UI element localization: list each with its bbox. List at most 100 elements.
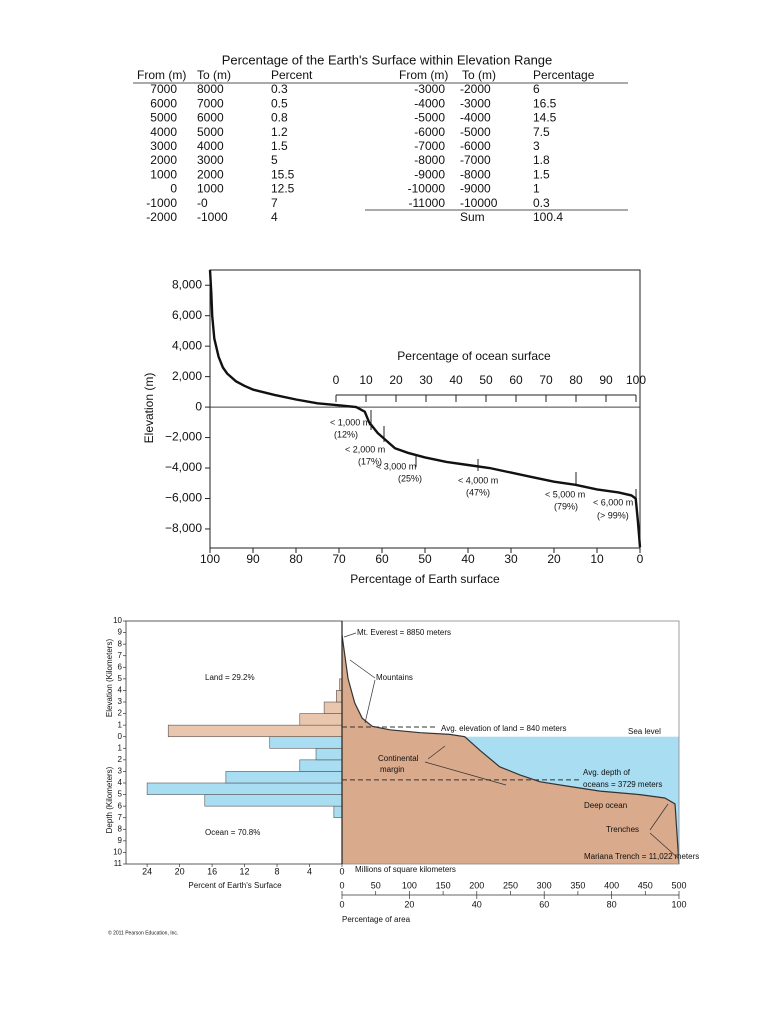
credit: © 2011 Pearson Education, Inc. xyxy=(108,929,178,936)
annotation: < 6,000 m xyxy=(593,497,633,507)
annotation: Land = 29.2% xyxy=(205,673,255,682)
area-outline xyxy=(341,634,680,865)
y-tick-label: 0 xyxy=(118,732,123,741)
annotation: margin xyxy=(380,765,404,774)
table-cell: 7000 xyxy=(197,96,224,110)
y-tick-label: 7 xyxy=(118,651,123,660)
table-cell: 2000 xyxy=(197,167,224,181)
column-header: To (m) xyxy=(197,68,231,82)
y-tick-label: −2,000 xyxy=(165,430,202,444)
table-cell: -7000 xyxy=(460,153,491,167)
annotation: Mountains xyxy=(376,673,413,682)
annotation: < 1,000 m xyxy=(330,417,370,427)
sum-cell: 100.4 xyxy=(533,210,563,224)
annotation: Mariana Trench = 11,022 meters xyxy=(584,852,699,861)
x-tick-label: 10 xyxy=(590,552,604,566)
y-tick-label: 7 xyxy=(118,813,123,822)
y-tick-label: 2,000 xyxy=(172,369,202,383)
y-tick-label: 11 xyxy=(114,859,123,868)
table-cell: -10000 xyxy=(460,196,498,210)
x-tick-label: 450 xyxy=(638,880,653,890)
y-tick-label: 3 xyxy=(118,697,123,706)
y-axis-label: Elevation (m) xyxy=(142,373,156,444)
y-tick-label: 8,000 xyxy=(172,277,202,291)
x-tick-label: 50 xyxy=(418,552,432,566)
annotation: Sea level xyxy=(628,727,661,736)
y-tick-label: 9 xyxy=(118,836,123,845)
annotation: < 3,000 m xyxy=(376,461,416,471)
y-tick-label: 6 xyxy=(118,662,123,671)
table-cell: -8000 xyxy=(414,153,445,167)
x-tick-label: 70 xyxy=(332,552,346,566)
x-tick-label: 16 xyxy=(207,866,217,876)
x-tick-label: 12 xyxy=(240,866,250,876)
y-axis-label: Elevation (Kilometers) xyxy=(105,639,114,718)
table-cell: 4000 xyxy=(150,125,177,139)
x2-axis-label: Percentage of ocean surface xyxy=(397,349,551,363)
x-tick-label: 250 xyxy=(503,880,518,890)
y-tick-label: 6 xyxy=(118,801,123,810)
annotation-leaders xyxy=(370,410,637,501)
leader-line xyxy=(424,761,507,786)
x-tick-label: 50 xyxy=(371,880,381,890)
y-tick-label: 0 xyxy=(195,399,202,413)
table-cell: 7000 xyxy=(150,82,177,96)
table-cell: 3000 xyxy=(197,153,224,167)
table-cell: -3000 xyxy=(414,82,445,96)
y-tick-label: 5 xyxy=(118,790,123,799)
histogram-bar xyxy=(299,713,343,726)
y-tick-label: 6,000 xyxy=(172,308,202,322)
table-cell: -6000 xyxy=(414,125,445,139)
x-tick-label: 24 xyxy=(142,866,152,876)
y-tick-label: 8 xyxy=(118,639,123,648)
y-tick-label: 1 xyxy=(118,743,123,752)
x-tick-label: 400 xyxy=(604,880,619,890)
annotation: Avg. depth of xyxy=(583,768,631,777)
x2-tick-label: 50 xyxy=(479,373,493,387)
table-cell: 5000 xyxy=(150,111,177,125)
x2-tick-label: 70 xyxy=(539,373,553,387)
area-fill xyxy=(342,634,679,864)
x2-axis-label: Percentage of area xyxy=(342,915,411,924)
annotation-note: (17%) xyxy=(358,456,382,466)
annotation: Continental xyxy=(378,754,419,763)
table-title: Percentage of the Earth's Surface within… xyxy=(222,52,553,67)
sum-cell: Sum xyxy=(460,210,485,224)
histogram-bar xyxy=(323,701,343,714)
x2-tick-label: 0 xyxy=(333,373,340,387)
x-tick-label: 100 xyxy=(200,552,220,566)
leader-line xyxy=(427,745,446,760)
table-cell: 7 xyxy=(271,196,278,210)
x2-tick-label: 60 xyxy=(509,373,523,387)
table-cell: 1 xyxy=(533,182,540,196)
table-cell: -6000 xyxy=(460,139,491,153)
annotation: Ocean = 70.8% xyxy=(205,828,260,837)
table-cell: 7.5 xyxy=(533,125,550,139)
x2-tick-label: 20 xyxy=(404,899,414,909)
histogram-bar xyxy=(269,736,343,749)
y-tick-label: 4 xyxy=(118,778,123,787)
sky xyxy=(342,621,679,737)
x-tick-label: 0 xyxy=(339,866,344,876)
x-tick-label: 500 xyxy=(671,880,686,890)
table-cell: 16.5 xyxy=(533,96,557,110)
annotation-note: (79%) xyxy=(554,501,578,511)
histogram-bar xyxy=(225,771,343,784)
x-axis-label: Percentage of Earth surface xyxy=(350,572,500,586)
x-tick-label: 90 xyxy=(246,552,260,566)
y-tick-label: 10 xyxy=(113,616,122,625)
table-cell: 6000 xyxy=(150,96,177,110)
table-cell: -2000 xyxy=(146,210,177,224)
y-tick-label: 9 xyxy=(118,628,123,637)
table-cell: 5000 xyxy=(197,125,224,139)
x-axis-label: Percent of Earth's Surface xyxy=(188,881,282,890)
x2-tick-label: 100 xyxy=(671,899,686,909)
table-cell: 3 xyxy=(533,139,540,153)
column-header: From (m) xyxy=(399,68,448,82)
annotation: Deep ocean xyxy=(584,801,627,810)
table-cell: -3000 xyxy=(460,96,491,110)
y-tick-label: −4,000 xyxy=(165,460,202,474)
leader-line xyxy=(649,832,679,859)
table-cell: -1000 xyxy=(197,210,228,224)
